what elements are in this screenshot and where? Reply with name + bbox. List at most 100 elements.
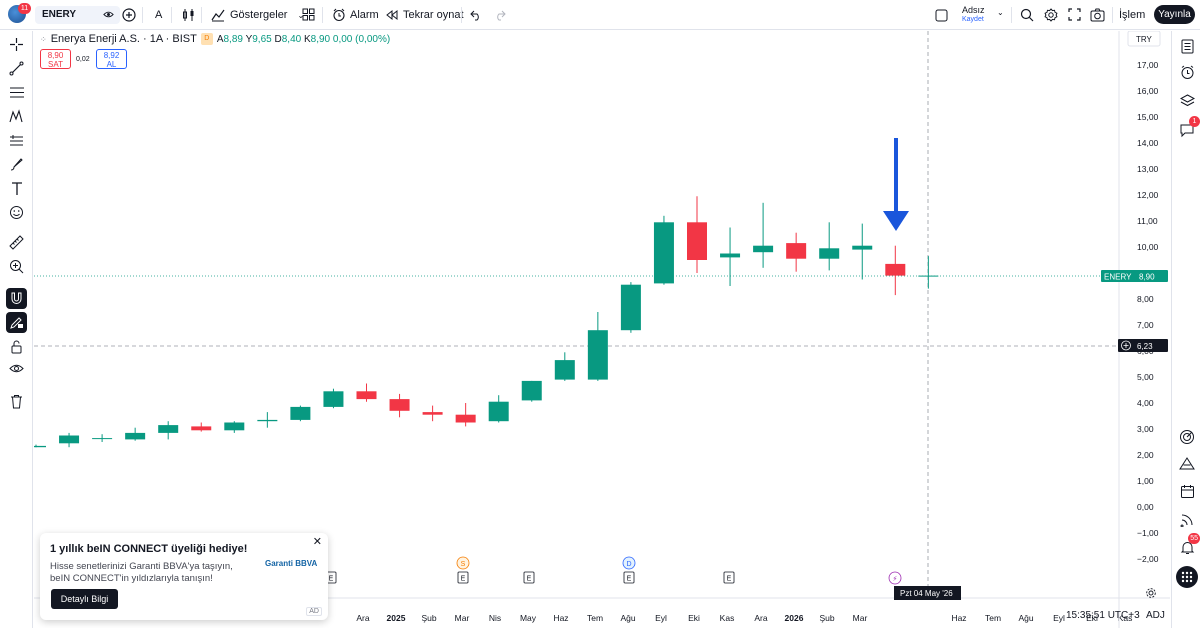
candle — [34, 444, 46, 448]
redo-icon[interactable] — [494, 9, 506, 21]
symbol-full-name[interactable]: Enerya Enerji A.S. · 1A · BIST — [50, 33, 197, 45]
text-tool[interactable] — [6, 178, 27, 199]
stay-drawing-tool[interactable] — [6, 312, 27, 333]
layout-name-button[interactable]: Adsız Kaydet — [962, 5, 985, 25]
lock-tool[interactable] — [6, 336, 27, 357]
magnet-tool[interactable] — [6, 288, 27, 309]
buy-label: AL — [106, 60, 117, 69]
chevron-down-icon[interactable]: ⌄ — [997, 8, 1004, 17]
close-icon[interactable]: ✕ — [312, 536, 322, 548]
price-axis-label: 14,00 — [1137, 138, 1159, 148]
event-marker[interactable]: D — [622, 556, 636, 570]
ad-details-button[interactable]: Detaylı Bilgi — [51, 589, 118, 609]
watchlist-button[interactable] — [1176, 35, 1198, 57]
pattern-tool[interactable] — [6, 106, 27, 127]
candles-icon[interactable] — [182, 8, 195, 22]
checkbox-icon[interactable] — [935, 9, 948, 22]
clock[interactable]: 15:35:51 UTC+3 — [1066, 610, 1140, 621]
scripts-button[interactable] — [1176, 452, 1198, 474]
event-marker[interactable]: S — [456, 556, 470, 570]
last-price-symbol: ENERY — [1104, 273, 1132, 282]
forecast-icon — [10, 135, 23, 146]
sell-button[interactable]: 8,90 SAT — [40, 49, 71, 69]
time-axis-label: Kas — [720, 613, 735, 623]
ideas-button[interactable] — [1176, 426, 1198, 448]
svg-text:S: S — [461, 561, 466, 568]
undo-icon[interactable] — [470, 9, 482, 21]
candle — [488, 395, 509, 423]
price-axis-label: 2,00 — [1137, 450, 1154, 460]
sell-price: 8,90 — [47, 51, 64, 60]
price-axis-label: 4,00 — [1137, 398, 1154, 408]
chat-button[interactable]: 1 — [1176, 116, 1200, 141]
event-marker[interactable]: E — [457, 571, 469, 584]
ruler-icon — [9, 235, 24, 250]
magnet-icon — [11, 292, 22, 304]
event-marker[interactable]: E — [523, 571, 535, 584]
signal-icon — [1180, 514, 1192, 527]
symbol-search-button[interactable]: ENERY — [35, 6, 120, 24]
delete-tool[interactable] — [6, 391, 27, 412]
buy-button[interactable]: 8,92 AL — [96, 49, 127, 69]
event-marker[interactable]: ⚡ — [888, 571, 902, 585]
candle — [786, 232, 807, 272]
candle — [422, 405, 443, 422]
indicators-button[interactable]: Göstergeler ⌄ — [211, 0, 304, 30]
price-chart[interactable]: 17,00 16,00 15,00 14,00 13,00 12,00 11,00 10,00… — [34, 31, 1170, 628]
alarm-clock-icon — [333, 8, 345, 22]
candle — [819, 222, 840, 271]
publish-button[interactable]: Yayınla — [1154, 5, 1195, 24]
candle — [918, 256, 939, 289]
ad-body: Hisse senetlerinizi Garanti BBVA'ya taşı… — [50, 561, 233, 584]
fullscreen-icon[interactable] — [1068, 8, 1081, 21]
price-axis-label: 17,00 — [1137, 60, 1159, 70]
event-marker[interactable]: E — [325, 571, 337, 584]
quick-search-icon[interactable] — [1020, 8, 1034, 22]
forecast-tool[interactable] — [6, 130, 27, 151]
trendline-tool[interactable] — [6, 58, 27, 79]
settings-gear-icon[interactable] — [1044, 8, 1058, 22]
indicators-icon — [211, 9, 225, 22]
compare-add-icon[interactable] — [122, 8, 136, 22]
replay-button[interactable]: Tekrar oynat — [386, 0, 464, 30]
emoji-tool[interactable] — [6, 202, 27, 223]
ruler-tool[interactable] — [6, 232, 27, 253]
time-axis-label: Eyl — [1053, 613, 1065, 623]
time-axis-label: Ağu — [620, 613, 635, 623]
adj-toggle[interactable]: ADJ — [1146, 610, 1165, 621]
camera-icon[interactable] — [1090, 8, 1105, 22]
trade-button[interactable]: İşlem — [1119, 9, 1146, 21]
crosshair-price: 6,23 — [1137, 342, 1153, 351]
event-marker[interactable]: E — [623, 571, 635, 584]
news-button[interactable] — [1176, 508, 1198, 530]
object-tree-button[interactable] — [1176, 89, 1198, 111]
currency-button[interactable]: TRY — [1127, 31, 1161, 47]
candle — [191, 422, 212, 432]
interval-button[interactable]: A — [155, 9, 163, 21]
event-marker[interactable]: E — [723, 571, 735, 584]
layout-grid-icon[interactable] — [302, 8, 315, 21]
apps-button[interactable] — [1176, 566, 1198, 588]
svg-text:E: E — [329, 576, 334, 583]
time-axis-label: Ara — [356, 613, 370, 623]
calendar-button[interactable] — [1176, 480, 1198, 502]
time-axis-label: Ağu — [1018, 613, 1033, 623]
fib-tool[interactable] — [6, 82, 27, 103]
time-axis-settings-icon[interactable] — [1146, 588, 1156, 598]
indicators-label: Göstergeler — [230, 9, 288, 21]
svg-text:E: E — [527, 576, 532, 583]
brush-tool[interactable] — [6, 154, 27, 175]
dot-icon: ⁘ — [40, 34, 47, 44]
zoom-tool[interactable] — [6, 256, 27, 277]
price-axis-label: 10,00 — [1137, 242, 1159, 252]
last-price-value: 8,90 — [1139, 273, 1155, 282]
crosshair-tool[interactable] — [6, 34, 27, 55]
currency-label: TRY — [1136, 35, 1153, 44]
alerts-button[interactable] — [1176, 61, 1198, 83]
alarm-button[interactable]: Alarm — [332, 0, 379, 30]
candle — [92, 434, 113, 442]
text-icon — [11, 182, 22, 195]
hide-tool[interactable] — [6, 358, 27, 379]
apps-grid-icon — [1181, 571, 1193, 583]
notifications-button[interactable]: 55 — [1176, 533, 1200, 558]
